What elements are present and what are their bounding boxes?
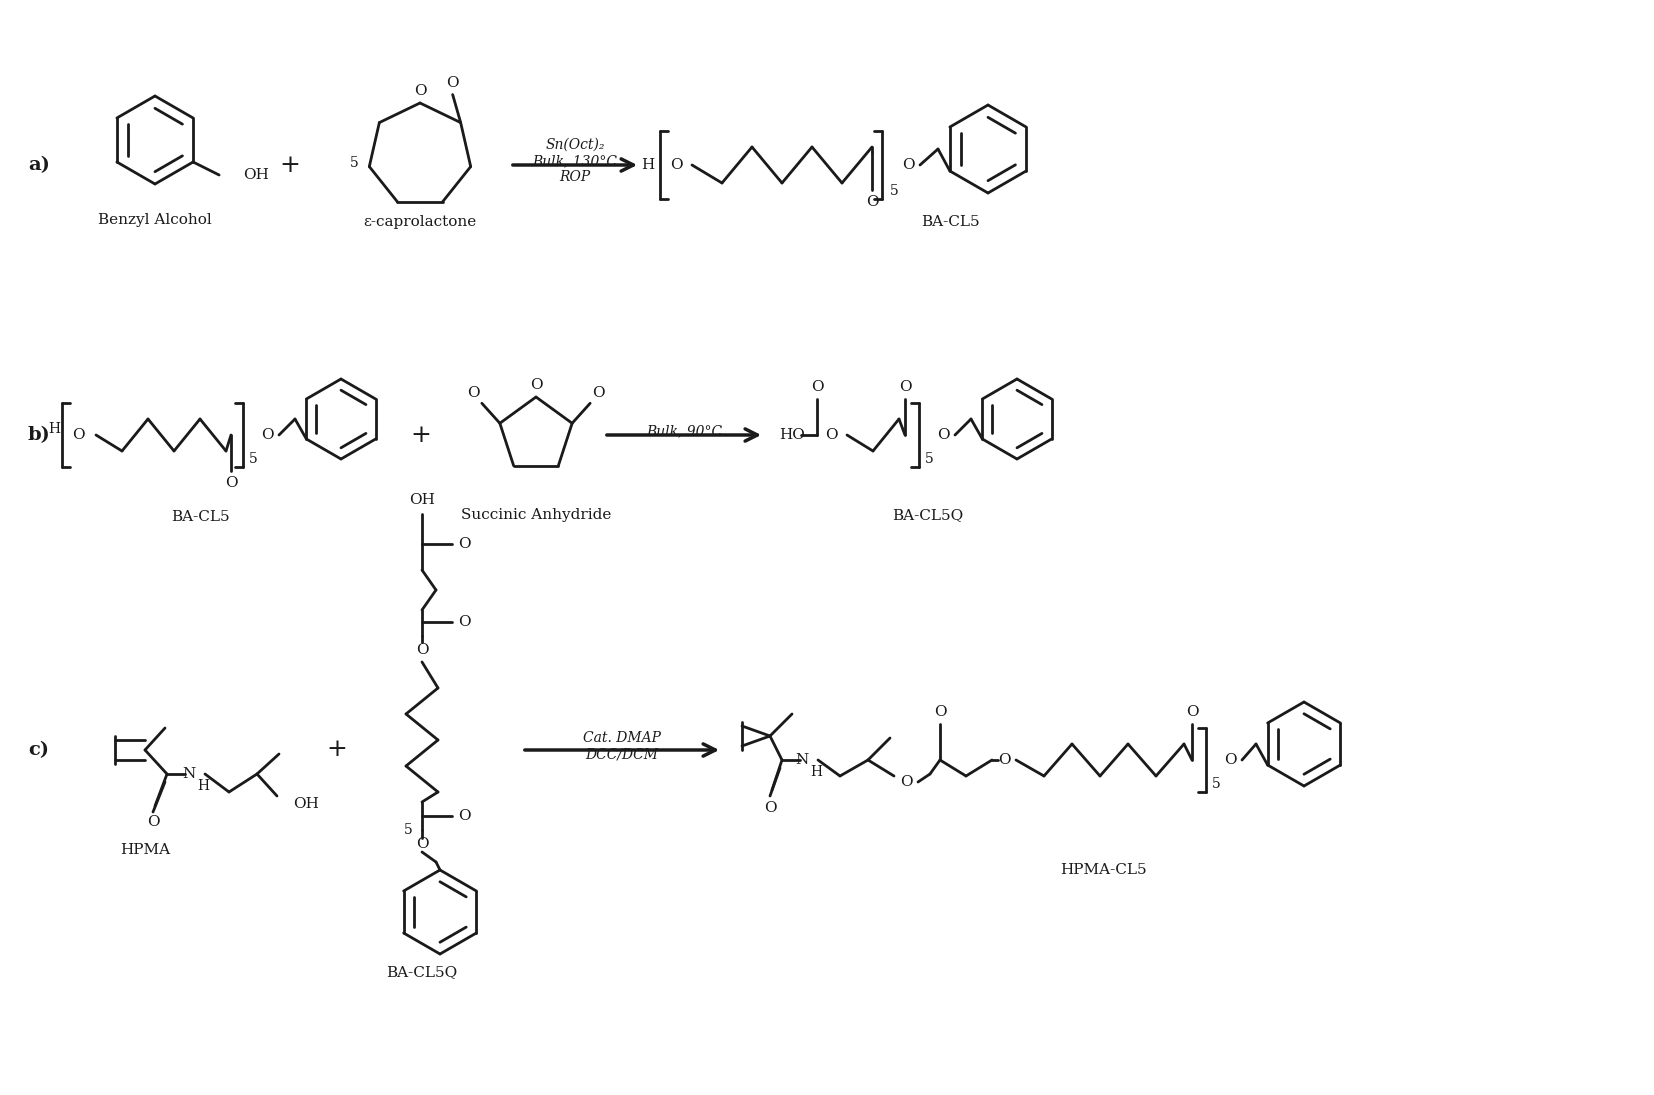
Text: O: O bbox=[468, 387, 480, 401]
Text: O: O bbox=[414, 84, 427, 97]
Text: Cat. DMAP: Cat. DMAP bbox=[582, 731, 662, 745]
Text: +: + bbox=[326, 738, 347, 761]
Text: O: O bbox=[225, 476, 237, 489]
Text: O: O bbox=[1224, 753, 1236, 766]
Text: a): a) bbox=[28, 155, 50, 174]
Text: O: O bbox=[458, 615, 470, 629]
Text: O: O bbox=[529, 378, 543, 392]
Text: BA-CL5Q: BA-CL5Q bbox=[893, 508, 964, 522]
Text: OH: OH bbox=[293, 797, 319, 811]
Text: Bulk, 90°C: Bulk, 90°C bbox=[647, 424, 723, 438]
Text: BA-CL5: BA-CL5 bbox=[921, 215, 979, 229]
Text: O: O bbox=[447, 76, 458, 90]
Text: HPMA: HPMA bbox=[121, 843, 170, 857]
Text: O: O bbox=[415, 837, 428, 851]
Text: O: O bbox=[997, 753, 1011, 766]
Text: 5: 5 bbox=[349, 155, 359, 170]
Text: DCC/DCM: DCC/DCM bbox=[586, 747, 658, 761]
Text: 5: 5 bbox=[1212, 777, 1221, 791]
Text: H: H bbox=[197, 779, 208, 793]
Text: +: + bbox=[280, 153, 301, 176]
Text: ROP: ROP bbox=[559, 170, 590, 184]
Text: HO: HO bbox=[779, 428, 805, 442]
Text: O: O bbox=[825, 428, 837, 442]
Text: ε-caprolactone: ε-caprolactone bbox=[364, 215, 476, 229]
Text: O: O bbox=[147, 815, 159, 829]
Text: O: O bbox=[936, 428, 949, 442]
Text: Succinic Anhydride: Succinic Anhydride bbox=[461, 508, 612, 522]
Text: BA-CL5: BA-CL5 bbox=[170, 510, 230, 525]
Text: H: H bbox=[810, 765, 822, 779]
Text: Bulk, 130°C: Bulk, 130°C bbox=[533, 154, 617, 168]
Text: O: O bbox=[458, 809, 470, 823]
Text: Sn(Oct)₂: Sn(Oct)₂ bbox=[546, 138, 605, 152]
Text: 5: 5 bbox=[404, 823, 412, 837]
Text: O: O bbox=[592, 387, 604, 401]
Text: N: N bbox=[182, 766, 195, 781]
Text: OH: OH bbox=[409, 493, 435, 507]
Text: OH: OH bbox=[243, 168, 270, 182]
Text: O: O bbox=[71, 428, 84, 442]
Text: 5: 5 bbox=[248, 452, 258, 466]
Text: N: N bbox=[796, 753, 809, 766]
Text: O: O bbox=[458, 537, 470, 551]
Text: b): b) bbox=[28, 426, 51, 443]
Text: O: O bbox=[898, 380, 911, 394]
Text: HPMA-CL5: HPMA-CL5 bbox=[1060, 863, 1146, 877]
Text: O: O bbox=[670, 158, 683, 172]
Text: H: H bbox=[48, 422, 60, 436]
Text: O: O bbox=[935, 705, 946, 719]
Text: 5: 5 bbox=[890, 184, 898, 198]
Text: Benzyl Alcohol: Benzyl Alcohol bbox=[98, 214, 212, 227]
Text: 5: 5 bbox=[925, 452, 933, 466]
Text: O: O bbox=[1186, 705, 1197, 719]
Text: c): c) bbox=[28, 741, 50, 759]
Text: O: O bbox=[865, 195, 878, 209]
Text: O: O bbox=[901, 158, 915, 172]
Text: O: O bbox=[900, 775, 913, 789]
Text: O: O bbox=[415, 643, 428, 657]
Text: BA-CL5Q: BA-CL5Q bbox=[387, 965, 458, 979]
Text: +: + bbox=[410, 424, 432, 447]
Text: O: O bbox=[764, 802, 776, 815]
Text: O: O bbox=[810, 380, 824, 394]
Text: O: O bbox=[261, 428, 273, 442]
Text: H: H bbox=[640, 158, 653, 172]
